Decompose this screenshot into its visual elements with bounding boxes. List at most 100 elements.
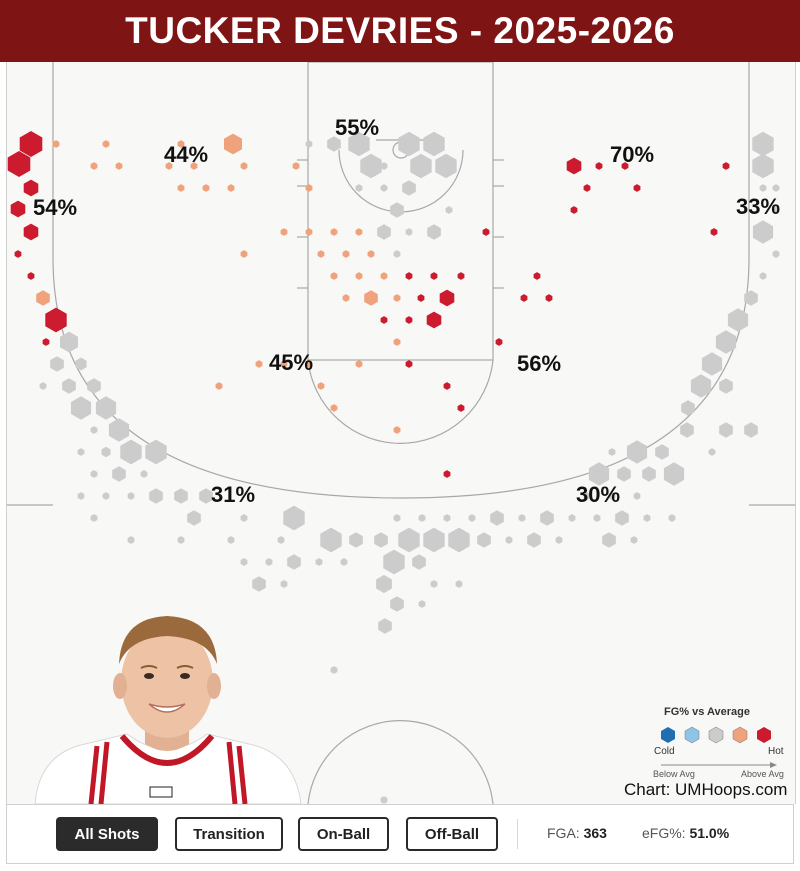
shot-hex-average (283, 505, 305, 531)
shot-hex-average (555, 536, 563, 544)
divider (517, 819, 518, 849)
shot-hex-average (393, 250, 401, 258)
shot-hex-above-avg (393, 426, 401, 434)
shot-hex-above-avg (355, 360, 363, 368)
all-shots-button[interactable]: All Shots (56, 817, 158, 851)
transition-button[interactable]: Transition (175, 817, 283, 851)
shot-hex-average (315, 558, 323, 566)
off-ball-button[interactable]: Off-Ball (406, 817, 498, 851)
shot-hex-above-avg (177, 184, 185, 192)
shot-hex-average (174, 488, 188, 504)
shot-hex-average (759, 272, 767, 280)
shot-hex-average (75, 357, 87, 371)
shot-hex-hot (439, 289, 455, 307)
shot-hex-above-avg (36, 290, 50, 306)
shot-hex-above-avg (355, 272, 363, 280)
shot-hex-average (727, 308, 749, 332)
shot-hex-average (108, 418, 130, 442)
shot-hex-above-avg (202, 184, 210, 192)
legend-below-hex (684, 726, 700, 744)
shot-hex-above-avg (240, 162, 248, 170)
shot-hex-average (398, 131, 420, 157)
shot-hex-hot (405, 360, 413, 368)
shot-hex-average (655, 444, 669, 460)
shot-hex-average (430, 580, 438, 588)
zone-label-right-midrange: 56% (517, 351, 561, 376)
shot-hex-above-avg (215, 382, 223, 390)
shot-hex-average (427, 224, 441, 240)
shot-hex-average (240, 558, 248, 566)
zone-label-right-corner: 33% (736, 194, 780, 219)
shot-hex-average (630, 536, 638, 544)
shot-hex-average (518, 514, 526, 522)
court-area: 55% 44% 70% 54% 33% 45% 56% 31% 30% FG% … (6, 62, 796, 804)
legend: FG% vs Average Cold Hot Below Avg Above … (637, 702, 787, 782)
shot-hex-average (405, 228, 413, 236)
fga-label: FGA: (547, 825, 580, 841)
shot-hex-average (752, 153, 774, 179)
shot-hex-average (383, 549, 405, 575)
shot-hex-hot (7, 151, 31, 177)
shot-hex-above-avg (227, 184, 235, 192)
shot-hex-average (177, 536, 185, 544)
shot-hex-average (240, 514, 248, 522)
legend-below-label: Below Avg (653, 769, 695, 779)
shot-hex-average (398, 527, 420, 553)
shot-hex-average (145, 439, 167, 465)
shot-hex-average (349, 532, 363, 548)
shot-hex-above-avg (177, 140, 185, 148)
shot-hex-hot (443, 470, 451, 478)
shot-hex-average (39, 382, 47, 390)
shot-hex-average (608, 492, 616, 500)
shot-hex-above-avg (393, 294, 401, 302)
shot-hex-average (423, 131, 445, 157)
shot-hex-above-avg (52, 140, 60, 148)
player-photo (34, 616, 302, 804)
shot-hex-average (744, 422, 758, 438)
shot-hex-average (90, 426, 98, 434)
shot-hex-average (380, 162, 388, 170)
shot-hex-hot (595, 162, 603, 170)
shot-hex-average (588, 462, 610, 486)
shot-hex-average (327, 136, 341, 152)
shot-hex-hot (566, 157, 582, 175)
shot-hex-above-avg (364, 290, 378, 306)
zone-label-left-corner: 54% (33, 195, 77, 220)
shot-hex-above-avg (102, 140, 110, 148)
shot-hex-average (668, 514, 676, 522)
shot-hex-above-avg (292, 162, 300, 170)
shot-hex-average (390, 202, 404, 218)
filter-bar: All Shots Transition On-Ball Off-Ball FG… (6, 804, 794, 864)
legend-above-hex (732, 726, 748, 744)
shot-hex-above-avg (280, 360, 288, 368)
shot-hex-average (759, 184, 767, 192)
shot-hex-average (744, 290, 758, 306)
shot-hex-hot (621, 162, 629, 170)
shot-hex-average (87, 378, 101, 394)
shot-hex-average (772, 250, 780, 258)
shot-hex-average (120, 439, 142, 465)
on-ball-button[interactable]: On-Ball (298, 817, 389, 851)
shot-hex-above-avg (90, 162, 98, 170)
shot-hex-hot (710, 228, 718, 236)
shot-hex-average (418, 600, 426, 608)
shot-hex-average (615, 510, 629, 526)
shot-hex-hot (430, 272, 438, 280)
efg-value: 51.0% (689, 825, 730, 841)
zone-label-restricted: 55% (335, 115, 379, 140)
shot-hex-average (568, 514, 576, 522)
shot-hex-average (374, 532, 388, 548)
shot-hex-above-avg (342, 294, 350, 302)
shot-hex-hot (633, 184, 641, 192)
shot-hex-average (608, 448, 616, 456)
title-bar: TUCKER DEVRIES - 2025-2026 (0, 0, 800, 62)
shot-hex-above-avg (393, 338, 401, 346)
shot-hex-above-avg (165, 162, 173, 170)
shot-hex-hot (426, 311, 442, 329)
shot-hex-above-avg (280, 228, 288, 236)
shot-hex-average (626, 440, 648, 464)
shot-hex-average (277, 536, 285, 544)
shot-hex-above-avg (317, 250, 325, 258)
shot-hex-average (377, 224, 391, 240)
shot-hex-above-avg (190, 162, 198, 170)
